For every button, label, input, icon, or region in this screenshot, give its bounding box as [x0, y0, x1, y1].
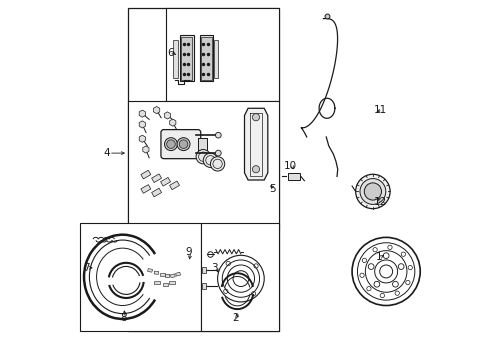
Bar: [180, 35, 193, 81]
Bar: [163, 283, 168, 286]
Bar: [160, 273, 164, 276]
Bar: [128, 101, 278, 230]
Bar: [202, 283, 205, 289]
Text: 8: 8: [120, 313, 127, 323]
Bar: [170, 274, 175, 278]
Text: 12: 12: [373, 197, 386, 207]
Bar: [201, 223, 278, 330]
Bar: [214, 40, 218, 78]
Text: 6: 6: [167, 48, 174, 58]
Circle shape: [210, 157, 224, 171]
Circle shape: [196, 149, 210, 164]
Circle shape: [179, 140, 187, 148]
Bar: [165, 274, 169, 278]
Text: 2: 2: [232, 313, 238, 323]
Text: 10: 10: [283, 161, 296, 171]
Text: 9: 9: [185, 247, 192, 257]
Bar: [141, 170, 150, 179]
Bar: [154, 281, 159, 284]
Circle shape: [177, 138, 190, 150]
Circle shape: [164, 138, 177, 150]
Bar: [173, 40, 178, 78]
Circle shape: [355, 174, 389, 209]
Bar: [201, 37, 211, 80]
Bar: [181, 37, 191, 80]
Bar: [198, 138, 206, 150]
Bar: [160, 177, 170, 186]
Bar: [80, 223, 201, 330]
Bar: [287, 173, 300, 180]
Bar: [147, 269, 152, 272]
Bar: [199, 35, 213, 81]
Bar: [151, 174, 161, 183]
Circle shape: [359, 179, 385, 204]
Bar: [175, 272, 180, 276]
Text: 4: 4: [103, 148, 110, 158]
Circle shape: [215, 132, 221, 138]
Text: 11: 11: [373, 105, 386, 115]
Bar: [202, 267, 205, 273]
FancyBboxPatch shape: [161, 130, 201, 159]
Bar: [169, 281, 174, 284]
Circle shape: [215, 150, 221, 156]
Bar: [151, 188, 161, 197]
Bar: [165, 8, 278, 101]
Text: 1: 1: [375, 252, 382, 262]
Circle shape: [252, 166, 259, 173]
Text: 3: 3: [210, 263, 217, 273]
Bar: [169, 181, 179, 190]
Polygon shape: [244, 108, 267, 180]
Circle shape: [364, 183, 381, 200]
Circle shape: [166, 140, 175, 148]
Bar: [141, 185, 150, 193]
Circle shape: [203, 153, 217, 167]
Bar: [154, 271, 158, 274]
Bar: [198, 138, 206, 150]
Circle shape: [252, 114, 259, 121]
Bar: [128, 8, 278, 330]
Text: 5: 5: [268, 184, 275, 194]
Text: 7: 7: [82, 263, 89, 273]
